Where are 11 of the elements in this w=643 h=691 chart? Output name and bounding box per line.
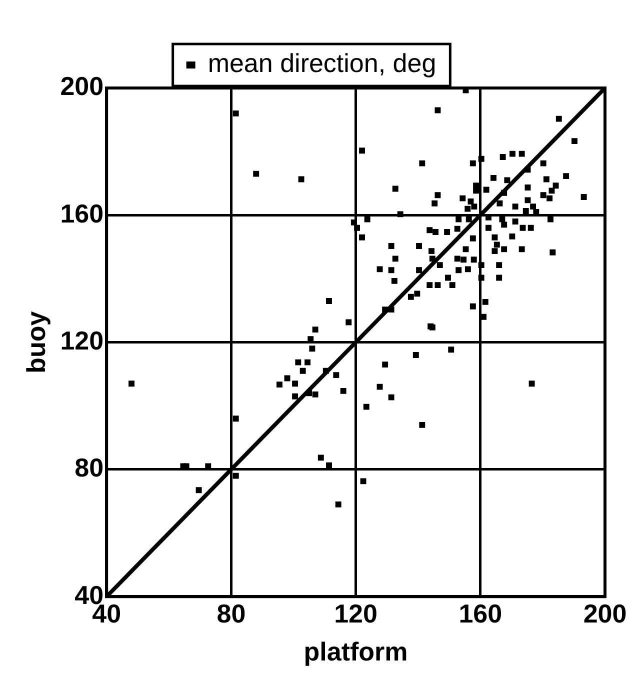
y-tick-label: 200 <box>60 71 104 102</box>
y-tick-label: 120 <box>60 325 104 356</box>
y-axis-title: buoy <box>20 310 51 374</box>
x-tick-label: 120 <box>334 598 378 628</box>
y-tick-label: 80 <box>74 452 104 483</box>
x-axis-title: platform <box>304 636 408 667</box>
x-tick-label: 80 <box>216 598 246 628</box>
legend-label: mean direction, deg <box>208 48 436 78</box>
x-tick-label: 160 <box>458 598 502 628</box>
y-tick-label: 160 <box>60 198 104 228</box>
x-tick-label: 200 <box>583 598 627 628</box>
